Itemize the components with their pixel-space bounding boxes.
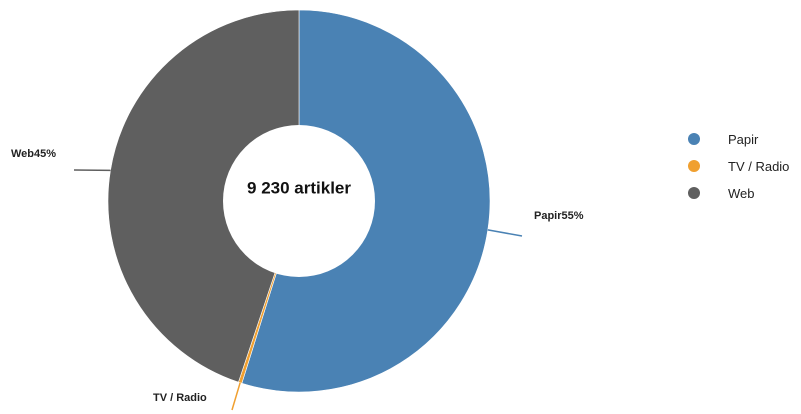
legend-item-web[interactable]: Web (688, 186, 755, 201)
leader-line-papir (487, 229, 523, 237)
chart-slice-labels: Papir55% TV / Radio Web45% (11, 148, 584, 404)
slice-label-tv-radio: TV / Radio (153, 392, 207, 404)
legend-label: Papir (728, 132, 759, 147)
center-total-label: 9 230 artikler (247, 178, 351, 197)
slice-label-papir: Papir55% (534, 210, 584, 222)
legend-swatch (688, 160, 700, 172)
legend-swatch (688, 133, 700, 145)
legend-swatch (688, 187, 700, 199)
legend-label: Web (728, 186, 755, 201)
slice-label-web: Web45% (11, 148, 56, 160)
leader-line-tv-radio (231, 382, 241, 411)
legend-label: TV / Radio (728, 159, 789, 174)
chart-leader-lines (73, 169, 523, 411)
legend-item-tv-radio[interactable]: TV / Radio (688, 159, 789, 174)
chart-legend: Papir TV / Radio Web (688, 132, 789, 201)
pie-slice-web (107, 9, 300, 383)
donut-hole (223, 125, 375, 277)
legend-item-papir[interactable]: Papir (688, 132, 759, 147)
